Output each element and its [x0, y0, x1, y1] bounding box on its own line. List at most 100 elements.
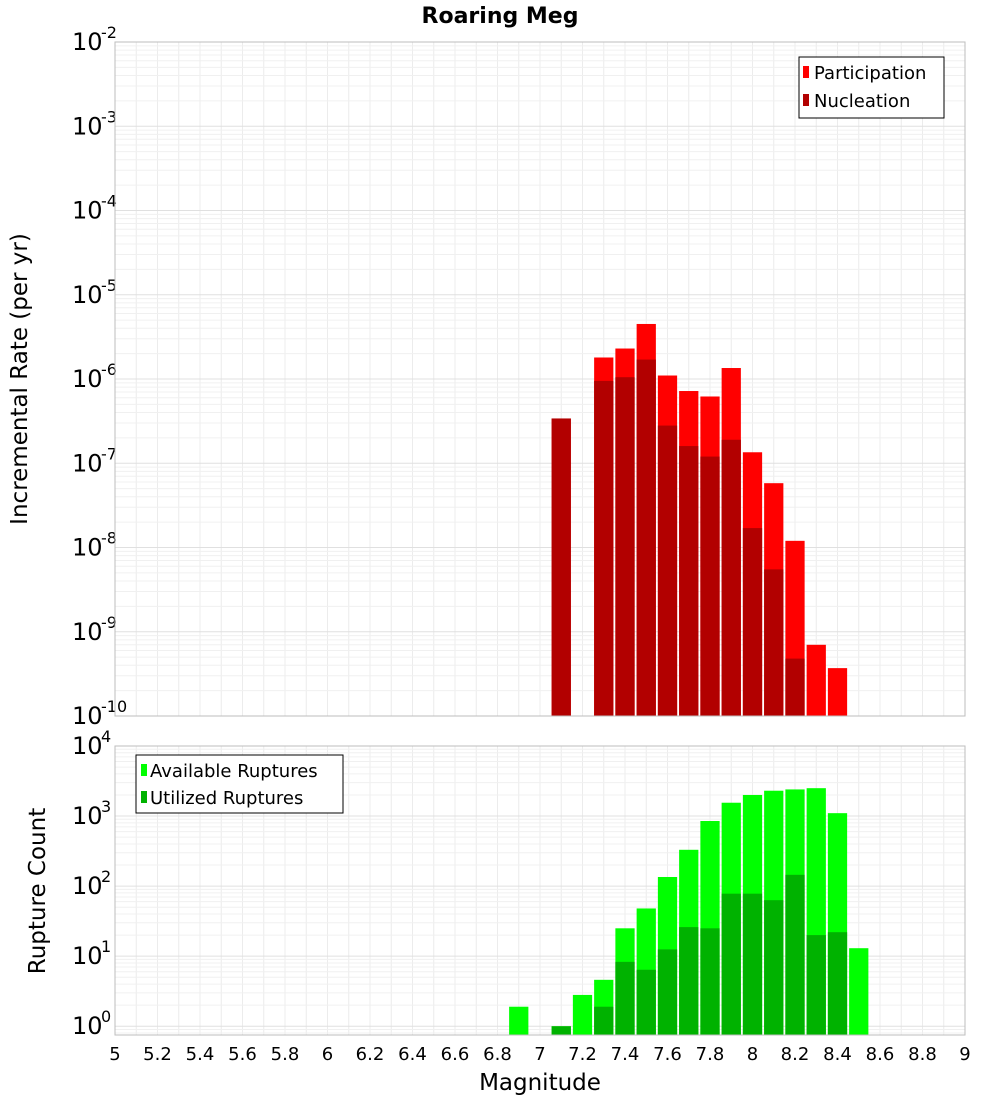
x-tick-label: 8.6 — [866, 1044, 895, 1065]
rate-y-tick-label: 10 — [72, 534, 103, 562]
count-y-tick-exponent: 0 — [101, 1007, 111, 1026]
count-y-tick-label: 10 — [72, 942, 103, 970]
count-bars — [509, 788, 869, 1035]
rate-legend: Participation Nucleation — [798, 56, 945, 119]
count-y-tick-exponent: 3 — [101, 797, 111, 816]
count-y-tick-exponent: 2 — [101, 867, 111, 886]
x-tick-label: 7.2 — [568, 1044, 597, 1065]
legend-label-available: Available Ruptures — [150, 761, 318, 782]
x-tick-label: 8.4 — [823, 1044, 852, 1065]
rate-y-tick-exponent: -10 — [101, 697, 127, 716]
rate-bar-nucleation — [657, 425, 678, 716]
legend-swatch-available — [141, 764, 147, 776]
count-bar-utilized-ruptures — [700, 928, 720, 1035]
rate-bar-nucleation — [764, 569, 784, 716]
count-bar-utilized-ruptures — [742, 893, 763, 1035]
legend-label-utilized: Utilized Ruptures — [150, 788, 303, 809]
count-plot-border — [114, 745, 966, 1036]
count-bar-utilized-ruptures — [827, 932, 848, 1035]
x-axis-label: Magnitude — [479, 1070, 601, 1096]
x-tick-label: 6.8 — [483, 1044, 512, 1065]
rate-bar-nucleation — [742, 528, 763, 716]
count-bar-utilized-ruptures — [615, 961, 635, 1035]
rate-y-tick-exponent: -6 — [101, 360, 117, 379]
rate-bar-nucleation — [785, 658, 805, 716]
rate-bar-nucleation — [700, 456, 720, 716]
count-y-tick-label: 10 — [72, 1012, 103, 1040]
x-tick-label: 6.4 — [398, 1044, 427, 1065]
rate-y-tick-label: 10 — [72, 197, 103, 225]
count-legend-box — [135, 754, 344, 814]
x-tick-label: 7.6 — [653, 1044, 682, 1065]
x-tick-label: 5.6 — [228, 1044, 257, 1065]
x-ticks: 5 5.2 5.4 5.6 5.8 6 6.2 6.4 6.6 6.8 7 7.2 7.4 7.6 7.8 8… — [109, 1044, 970, 1065]
x-tick-label: 5.4 — [186, 1044, 215, 1065]
rate-bar-nucleation — [679, 446, 699, 716]
x-tick-label: 8.8 — [908, 1044, 937, 1065]
count-bar-utilized-ruptures — [679, 927, 699, 1035]
rate-bar-nucleation — [721, 439, 741, 716]
rate-y-tick-label: 10 — [72, 365, 103, 393]
rate-legend-box — [798, 56, 945, 119]
rate-y-tick-exponent: -9 — [101, 613, 117, 632]
count-bar-utilized-ruptures — [636, 969, 656, 1035]
x-tick-label: 5.2 — [143, 1044, 172, 1065]
rate-y-tick-exponent: -5 — [101, 276, 117, 295]
count-bar-available-ruptures — [849, 948, 869, 1035]
rate-bar-nucleation — [551, 418, 571, 716]
legend-swatch-nucleation — [803, 94, 809, 106]
count-y-tick-label: 10 — [72, 732, 103, 760]
rate-y-tick-label: 10 — [72, 449, 103, 477]
rate-bar-participation — [806, 644, 826, 716]
rate-y-tick-label: 10 — [72, 281, 103, 309]
x-tick-label: 8.2 — [781, 1044, 810, 1065]
count-bar-utilized-ruptures — [594, 1006, 614, 1035]
count-bar-utilized-ruptures — [551, 1026, 571, 1035]
rate-y-tick-exponent: -4 — [101, 192, 117, 211]
x-tick-label: 5 — [109, 1044, 120, 1065]
rate-y-ticks: 10-210-310-410-510-610-710-810-910-10 — [72, 23, 127, 730]
rate-y-tick-label: 10 — [72, 702, 103, 730]
rate-bar-participation — [827, 668, 848, 716]
rate-y-tick-exponent: -7 — [101, 444, 117, 463]
rate-gridlines — [114, 41, 966, 717]
rate-bar-nucleation — [615, 377, 635, 716]
rate-y-tick-exponent: -3 — [101, 107, 117, 126]
rate-bars — [551, 323, 848, 716]
count-y-tick-label: 10 — [72, 872, 103, 900]
x-tick-label: 6 — [322, 1044, 333, 1065]
rate-y-axis-label: Incremental Rate (per yr) — [7, 233, 33, 525]
rate-y-tick-label: 10 — [72, 618, 103, 646]
x-tick-label: 9 — [959, 1044, 970, 1065]
rate-y-tick-exponent: -8 — [101, 529, 117, 548]
x-tick-label: 8 — [747, 1044, 758, 1065]
count-bar-utilized-ruptures — [764, 900, 784, 1035]
x-tick-label: 7.4 — [611, 1044, 640, 1065]
rate-y-tick-label: 10 — [72, 112, 103, 140]
rate-y-tick-label: 10 — [72, 28, 103, 56]
rate-y-tick-exponent: -2 — [101, 23, 117, 42]
chart-title: Roaring Meg — [422, 4, 579, 29]
count-y-tick-label: 10 — [72, 802, 103, 830]
count-bar-utilized-ruptures — [721, 893, 741, 1035]
rate-bar-nucleation — [636, 359, 656, 716]
count-bar-available-ruptures — [572, 994, 593, 1035]
rate-bar-nucleation — [594, 380, 614, 716]
legend-swatch-participation — [803, 66, 809, 78]
legend-label-participation: Participation — [814, 63, 926, 84]
legend-swatch-utilized — [141, 791, 147, 803]
x-tick-label: 7 — [534, 1044, 545, 1065]
x-tick-label: 6.2 — [356, 1044, 385, 1065]
x-tick-label: 7.8 — [696, 1044, 725, 1065]
count-y-axis-label: Rupture Count — [25, 808, 51, 974]
count-y-tick-exponent: 4 — [101, 727, 111, 746]
count-bar-utilized-ruptures — [806, 935, 826, 1035]
rate-panel: 10-210-310-410-510-610-710-810-910-10 In… — [7, 23, 966, 730]
rate-plot-border — [114, 41, 966, 717]
count-bar-utilized-ruptures — [657, 949, 678, 1035]
count-bar-available-ruptures — [509, 1006, 529, 1035]
count-legend: Available Ruptures Utilized Ruptures — [135, 754, 344, 814]
legend-label-nucleation: Nucleation — [814, 91, 910, 112]
